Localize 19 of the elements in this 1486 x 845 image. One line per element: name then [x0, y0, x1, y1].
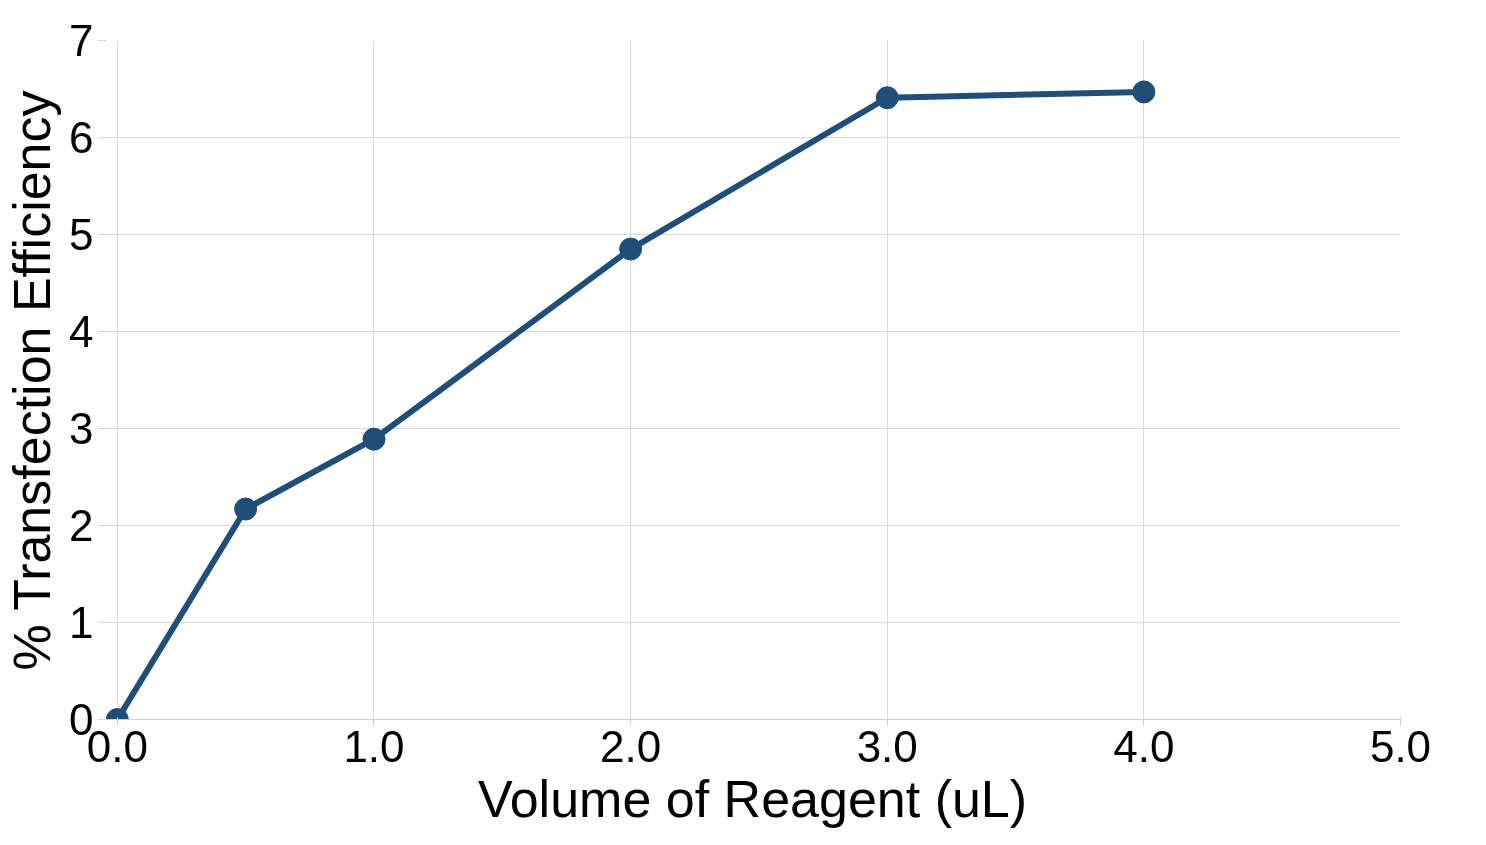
point [619, 237, 643, 261]
y-axis-title: % Transfection Efficiency [3, 90, 62, 671]
x-tick-label: 3.0 [856, 721, 918, 771]
point [1132, 80, 1156, 104]
x-tick-label: 5.0 [1369, 721, 1432, 771]
y-tick-label: 5 [69, 210, 94, 259]
x-tick-label: 2.0 [600, 721, 662, 771]
point [875, 86, 899, 110]
y-tick-label: 2 [69, 501, 94, 550]
x-axis-title: Volume of Reagent (uL) [477, 769, 1028, 828]
y-tick-label: 7 [69, 16, 94, 65]
x-tick-label: 4.0 [1113, 721, 1175, 771]
y-tick-label: 3 [69, 404, 94, 453]
point [234, 497, 258, 521]
y-tick-label: 1 [69, 598, 94, 647]
x-tick-label: 1.0 [343, 721, 405, 771]
y-tick-label: 6 [69, 113, 94, 162]
y-tick-label: 4 [69, 307, 94, 356]
point [362, 427, 386, 451]
